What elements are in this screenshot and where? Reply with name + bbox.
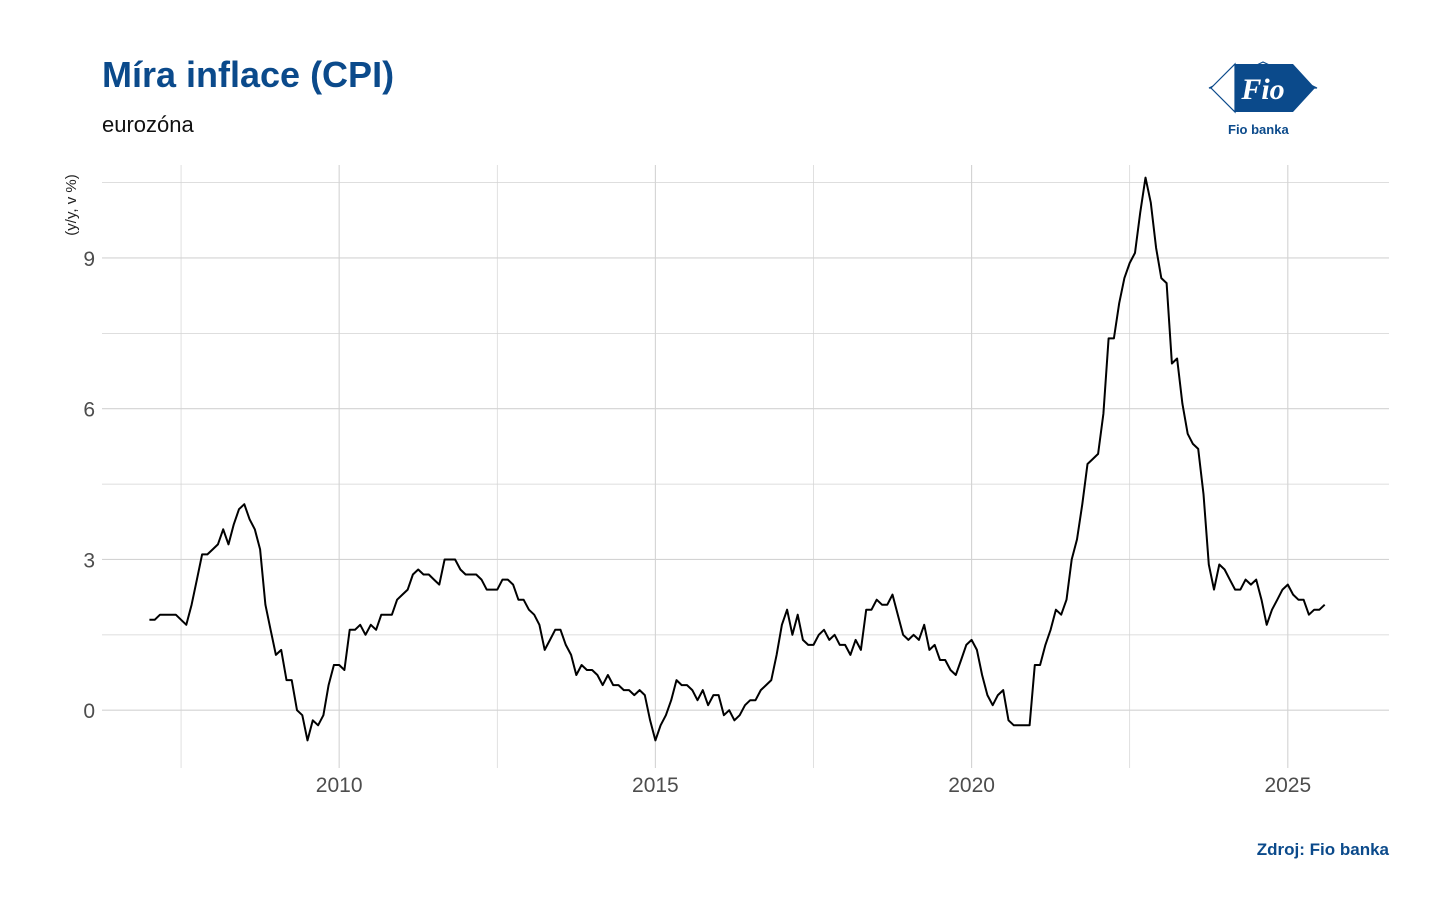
- grid-lines: [102, 165, 1389, 768]
- series-group: [149, 176, 1326, 742]
- chart-title: Míra inflace (CPI): [102, 54, 395, 95]
- fio-flag-logo-icon: Fio: [1208, 61, 1318, 114]
- y-tick-labels: 0 3 6 9: [83, 248, 95, 723]
- y-tick-label: 0: [83, 700, 95, 723]
- logo-caption: Fio banka: [1228, 122, 1289, 137]
- x-tick-labels: 2010 2015 2020 2025: [316, 774, 1311, 797]
- y-tick-label: 6: [83, 399, 95, 422]
- y-tick-label: 3: [83, 549, 95, 572]
- x-tick-label: 2020: [948, 774, 995, 797]
- x-tick-label: 2010: [316, 774, 363, 797]
- y-tick-label: 9: [83, 248, 95, 271]
- x-tick-label: 2015: [632, 774, 679, 797]
- chart-subtitle: eurozóna: [102, 112, 194, 137]
- series-line: [149, 176, 1326, 742]
- y-axis-label: (y/y, v %): [63, 174, 80, 235]
- source-note: Zdroj: Fio banka: [1256, 840, 1389, 859]
- logo-text: Fio: [1240, 73, 1284, 106]
- x-tick-label: 2025: [1264, 774, 1311, 797]
